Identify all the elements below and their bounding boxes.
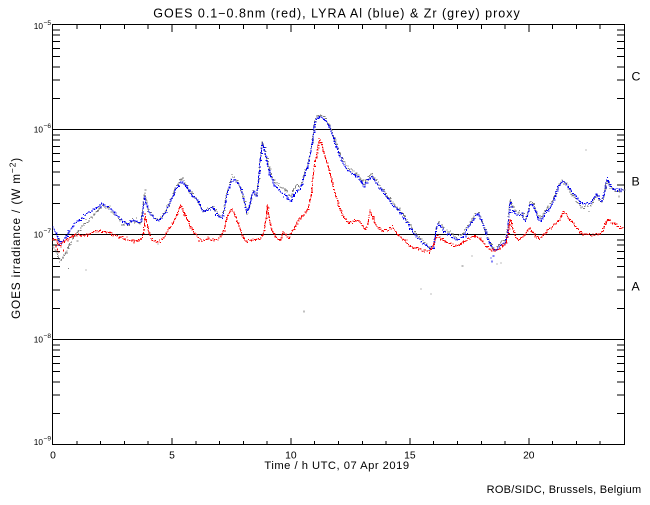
svg-text:GOES 0.1−0.8nm (red), LYRA Al: GOES 0.1−0.8nm (red), LYRA Al (blue) & Z… xyxy=(153,7,520,21)
svg-text:B: B xyxy=(632,174,640,188)
svg-text:C: C xyxy=(632,69,641,83)
svg-text:A: A xyxy=(632,279,641,293)
svg-text:GOES irradiance / (W m−2): GOES irradiance / (W m−2) xyxy=(8,157,24,319)
svg-text:15: 15 xyxy=(404,450,416,461)
svg-text:ROB/SIDC, Brussels, Belgium: ROB/SIDC, Brussels, Belgium xyxy=(487,484,642,496)
svg-text:10: 10 xyxy=(34,229,44,239)
svg-text:10: 10 xyxy=(34,334,44,344)
svg-text:10: 10 xyxy=(34,437,44,447)
svg-text:10: 10 xyxy=(34,124,44,134)
svg-text:Time / h UTC, 07 Apr 2019: Time / h UTC, 07 Apr 2019 xyxy=(264,460,409,472)
svg-text:−6: −6 xyxy=(44,123,52,130)
svg-text:0: 0 xyxy=(50,450,56,461)
svg-text:−9: −9 xyxy=(44,436,52,443)
svg-text:5: 5 xyxy=(169,450,175,461)
svg-text:−8: −8 xyxy=(44,333,52,340)
svg-text:−7: −7 xyxy=(44,228,52,235)
svg-text:10: 10 xyxy=(34,21,44,31)
svg-text:10: 10 xyxy=(285,450,297,461)
svg-text:−5: −5 xyxy=(44,20,52,27)
svg-text:20: 20 xyxy=(523,450,535,461)
